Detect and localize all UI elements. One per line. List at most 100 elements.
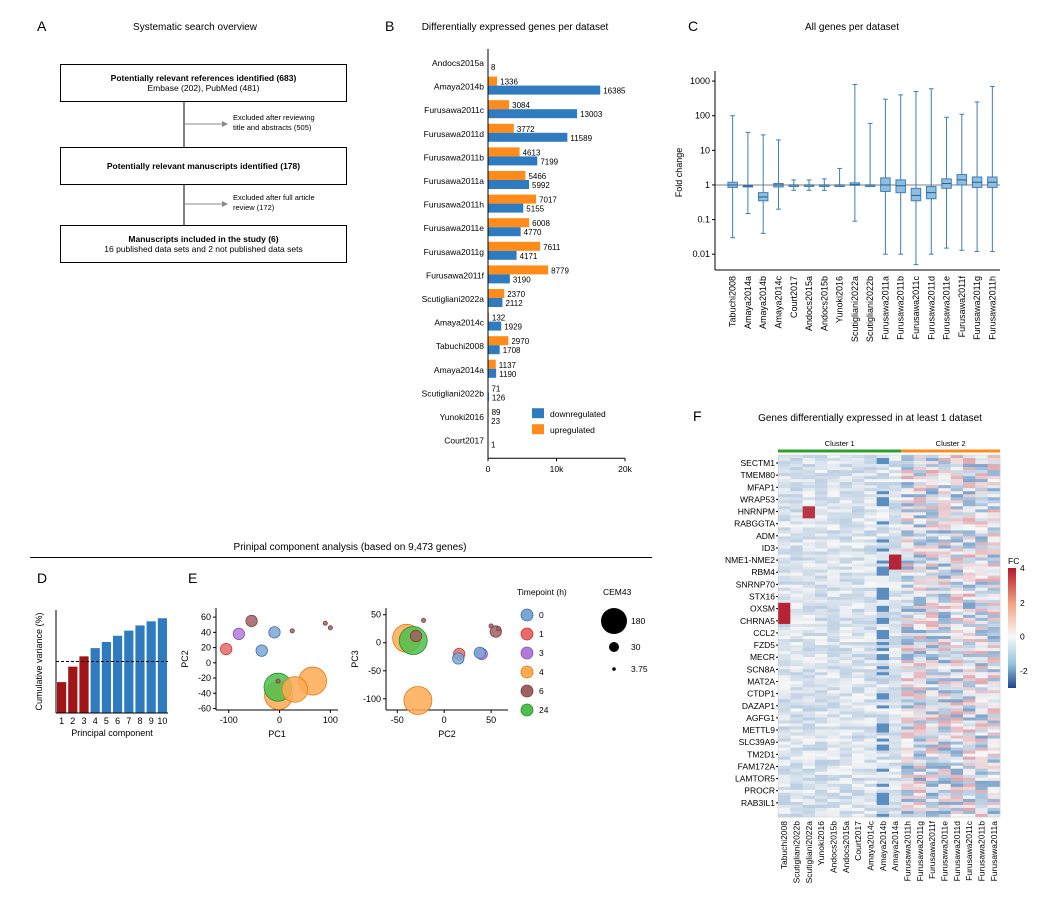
heatmap-cell (864, 738, 877, 742)
heatmap-cell (802, 467, 816, 471)
heatmap-cell (938, 780, 951, 785)
heatmap-cell (963, 801, 976, 806)
heatmap-cell (827, 807, 840, 812)
x-tick-label: 0 (277, 715, 282, 725)
bar-label-downregulated: 8 (491, 63, 496, 72)
heatmap-cell (790, 494, 803, 498)
heatmap-cell (963, 687, 976, 691)
heatmap-cell (876, 714, 890, 718)
heatmap-cell (778, 741, 791, 745)
heatmap-cell (913, 623, 927, 628)
heatmap-cell (778, 735, 791, 739)
scatter-point (327, 625, 333, 631)
x-tick-label: Furusawa2011c (911, 276, 921, 340)
heatmap-cell (864, 485, 877, 489)
heatmap-cell (987, 717, 1001, 721)
heatmap-cell (864, 642, 877, 646)
heatmap-cell (926, 461, 939, 465)
heatmap-cell (975, 717, 988, 721)
heatmap-cell (889, 506, 902, 510)
heatmap-cell (839, 732, 853, 736)
heatmap-cell (790, 660, 803, 664)
heatmap-cell (876, 464, 890, 468)
heatmap-cell (802, 759, 816, 763)
heatmap-cell (864, 660, 877, 664)
heatmap-cell (864, 780, 877, 785)
heatmap-cell (839, 678, 853, 682)
heatmap-cell (987, 506, 1001, 510)
heatmap-cell (802, 711, 816, 715)
x-tick-label: Yunoki2016 (835, 276, 845, 323)
heatmap-cell (975, 750, 988, 754)
heatmap-cell (913, 777, 927, 782)
row-label: NME1-NME2 (725, 555, 775, 565)
heatmap-cell (864, 608, 877, 613)
heatmap-cell (913, 584, 927, 589)
heatmap-cell (889, 614, 902, 619)
heatmap-cell (790, 795, 803, 800)
heatmap-cell (852, 699, 865, 703)
heatmap-cell (926, 654, 939, 658)
heatmap-cell (876, 780, 890, 785)
heatmap-cell (876, 813, 890, 818)
heatmap-cell (827, 518, 840, 522)
heatmap-cell (852, 470, 865, 474)
heatmap-cell (802, 527, 816, 531)
heatmap-cell (975, 599, 988, 604)
heatmap-cell (926, 774, 939, 779)
heatmap-cell (901, 813, 914, 818)
heatmap-cell (963, 681, 976, 685)
heatmap-cell (889, 765, 902, 770)
heatmap-cell (901, 545, 914, 549)
heatmap-cell (876, 542, 890, 546)
heatmap-cell (889, 488, 902, 492)
heatmap-cell (815, 708, 828, 712)
heatmap-cell (778, 666, 791, 670)
heatmap-cell (839, 596, 853, 601)
heatmap-cell (864, 515, 877, 519)
heatmap-cell (926, 545, 939, 549)
heatmap-cell (963, 518, 976, 522)
heatmap-cell (864, 735, 877, 739)
heatmap-cell (790, 533, 803, 537)
heatmap-cell (975, 735, 988, 739)
heatmap-cell (963, 777, 976, 782)
heatmap-cell (926, 705, 939, 709)
heatmap-cell (963, 479, 976, 483)
heatmap-cell (827, 545, 840, 549)
heatmap-cell (975, 702, 988, 706)
variance-bar (101, 641, 111, 713)
flow-note2-line2: review (172) (233, 203, 275, 212)
col-label: Furusawa2011a (989, 821, 999, 882)
heatmap-cell (975, 696, 988, 700)
heatmap-cell (802, 732, 816, 736)
heatmap-cell (778, 744, 791, 748)
colorbar-tick-label: 2 (1020, 598, 1025, 608)
heatmap-cell (790, 657, 803, 661)
heatmap-cell (778, 575, 791, 579)
heatmap-cell (876, 681, 890, 685)
heatmap-cell (852, 798, 865, 803)
heatmap-cell (963, 768, 976, 773)
heatmap-cell (889, 485, 902, 489)
heatmap-cell (889, 762, 902, 767)
heatmap-cell (901, 651, 914, 655)
heatmap-cell (901, 503, 914, 507)
heatmap-cell (963, 750, 976, 754)
heatmap-cell (901, 798, 914, 803)
heatmap-cell (889, 669, 902, 673)
heatmap-cell (963, 461, 976, 465)
heatmap-cell (926, 560, 939, 564)
heatmap-cell (790, 620, 803, 625)
heatmap-cell (963, 560, 976, 564)
heatmap-cell (864, 804, 877, 809)
heatmap-cell (876, 735, 890, 739)
heatmap-cell (987, 488, 1001, 492)
heatmap-cell (864, 500, 877, 504)
row-label: OXSM (750, 604, 775, 614)
bar-upregulated (488, 171, 526, 180)
heatmap-cell (889, 470, 902, 474)
heatmap-cell (901, 497, 914, 501)
heatmap-cell (913, 747, 927, 751)
heatmap-cell (889, 491, 902, 495)
